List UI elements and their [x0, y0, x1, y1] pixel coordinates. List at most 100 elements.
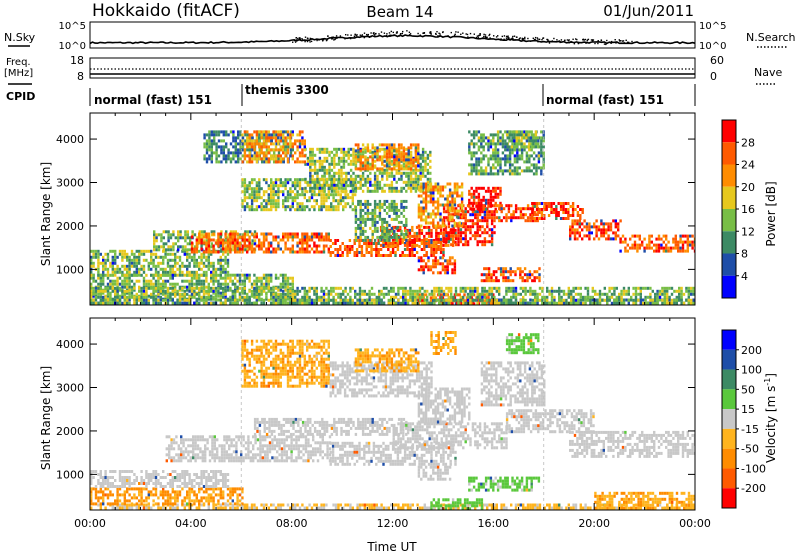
heatmap-cell — [301, 241, 304, 245]
heatmap-cell — [482, 198, 485, 202]
heatmap-cell — [390, 167, 394, 171]
nsearch-point — [380, 31, 383, 33]
heatmap-cell — [657, 243, 661, 247]
heatmap-cell — [207, 250, 210, 254]
heatmap-cell — [504, 169, 507, 173]
heatmap-cell — [315, 250, 318, 254]
heatmap-cell — [525, 160, 529, 164]
heatmap-cell — [255, 193, 259, 197]
heatmap-cell — [476, 234, 479, 238]
heatmap-cell — [111, 258, 114, 262]
nsearch-point — [390, 30, 392, 33]
heatmap-cell — [291, 235, 294, 239]
heatmap-cell — [296, 133, 299, 137]
heatmap-cell — [205, 291, 208, 295]
heatmap-cell — [126, 301, 129, 305]
heatmap-cell — [274, 273, 278, 277]
heatmap-cell — [430, 251, 433, 254]
heatmap-cell — [346, 184, 350, 188]
heatmap-cell — [200, 273, 203, 277]
heatmap-cell — [370, 245, 373, 248]
heatmap-cell — [267, 282, 270, 286]
heatmap-cell — [279, 160, 282, 164]
heatmap-cell — [414, 146, 418, 150]
heatmap-cell — [298, 151, 302, 155]
nsearch-point — [301, 39, 304, 41]
heatmap-cell — [382, 243, 385, 247]
heatmap-cell — [691, 234, 694, 238]
nsearch-point — [618, 39, 620, 41]
heatmap-cell — [488, 301, 491, 305]
heatmap-cell — [373, 152, 377, 156]
heatmap-cell — [263, 160, 266, 164]
heatmap-cell — [244, 248, 247, 252]
heatmap-cell — [426, 177, 430, 181]
heatmap-cell — [332, 205, 335, 209]
heatmap-cell — [321, 162, 324, 166]
heatmap-cell — [375, 254, 378, 257]
heatmap-cell — [234, 273, 237, 277]
heatmap-cell — [335, 150, 338, 154]
nsearch-point — [450, 31, 452, 34]
heatmap-cell — [162, 270, 165, 274]
heatmap-cell — [597, 237, 601, 241]
heatmap-cell — [344, 196, 347, 200]
heatmap-cell — [322, 181, 326, 185]
heatmap-cell — [388, 174, 391, 178]
heatmap-cell — [675, 301, 678, 305]
heatmap-cell — [126, 279, 129, 283]
heatmap-cell — [383, 155, 386, 159]
heatmap-cell — [255, 205, 259, 209]
heatmap-cell — [123, 276, 126, 280]
heatmap-cell — [499, 163, 502, 167]
heatmap-cell — [277, 130, 280, 134]
heatmap-cell — [508, 154, 512, 158]
heatmap-cell — [483, 237, 487, 241]
heatmap-cell — [693, 240, 695, 244]
heatmap-cell — [516, 148, 519, 152]
heatmap-cell — [234, 145, 237, 149]
nsearch-point — [582, 39, 584, 41]
heatmap-cell — [571, 231, 574, 235]
heatmap-cell — [444, 228, 448, 232]
heatmap-cell — [320, 208, 323, 212]
heatmap-cell — [373, 164, 377, 168]
heatmap-cell — [468, 148, 471, 152]
heatmap-cell — [205, 264, 208, 268]
heatmap-cell — [248, 157, 251, 161]
heatmap-cell — [514, 207, 518, 211]
heatmap-cell — [246, 148, 249, 152]
heatmap-cell — [423, 254, 426, 257]
heatmap-cell — [354, 158, 358, 162]
heatmap-cell — [456, 185, 459, 189]
heatmap-cell — [522, 216, 525, 220]
heatmap-cell — [205, 255, 208, 259]
heatmap-cell — [190, 241, 194, 245]
heatmap-cell — [505, 204, 508, 208]
heatmap-cell — [457, 231, 460, 235]
heatmap-cell — [205, 239, 209, 243]
nsearch-point — [585, 42, 587, 44]
heatmap-cell — [313, 205, 316, 209]
heatmap-cell — [413, 248, 416, 251]
heatmap-cell — [344, 202, 347, 206]
heatmap-cell — [361, 183, 365, 187]
heatmap-cell — [427, 188, 430, 192]
heatmap-cell — [462, 243, 465, 247]
heatmap-cell — [327, 205, 330, 209]
heatmap-cell — [436, 206, 440, 210]
heatmap-cell — [226, 270, 230, 274]
heatmap-cell — [291, 196, 294, 200]
heatmap-cell — [238, 279, 242, 283]
heatmap-cell — [411, 239, 414, 242]
heatmap-cell — [489, 198, 493, 202]
heatmap-cell — [157, 264, 160, 268]
heatmap-cell — [118, 282, 122, 286]
heatmap-cell — [162, 279, 165, 283]
heatmap-cell — [400, 155, 403, 159]
heatmap-cell — [123, 273, 126, 277]
heatmap-cell — [309, 150, 312, 154]
heatmap-cell — [422, 200, 425, 204]
heatmap-cell — [212, 267, 215, 271]
heatmap-cell — [614, 225, 617, 229]
